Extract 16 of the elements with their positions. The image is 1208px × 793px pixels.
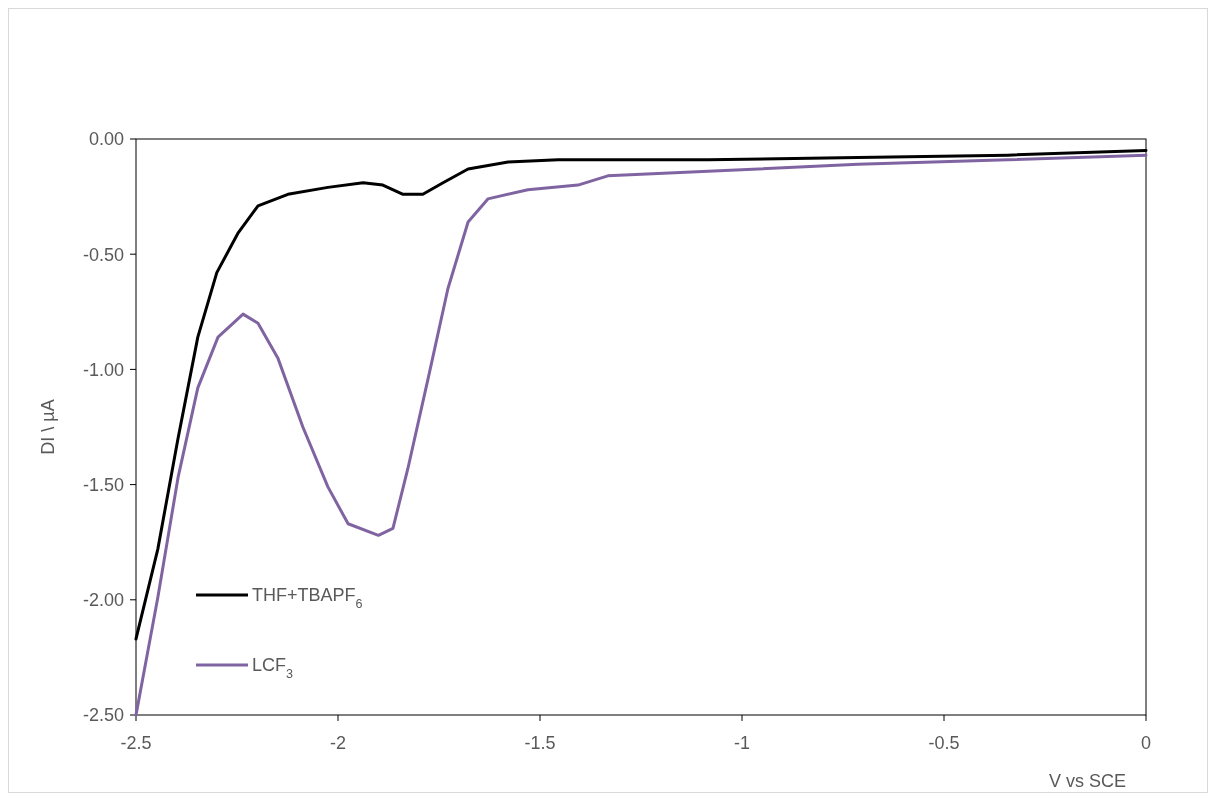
y-axis-title: DI \ µA <box>38 399 58 455</box>
x-tick-label: -1 <box>733 733 751 753</box>
x-tick-label: 0 <box>1140 733 1152 753</box>
y-tick-label: -1.50 <box>82 474 124 495</box>
y-tick-label: -2.50 <box>82 705 124 726</box>
y-tick-label: 0.00 <box>88 129 124 150</box>
x-tick-label: -1.5 <box>524 733 556 753</box>
y-tick-label: -0.50 <box>82 244 124 265</box>
y-tick-label: -2.00 <box>82 590 124 611</box>
x-tick-label: -2.5 <box>120 733 152 753</box>
x-axis-title: V vs SCE <box>1048 771 1126 791</box>
y-tick-label: -1.00 <box>82 359 124 380</box>
x-tick-label: -0.5 <box>928 733 960 753</box>
legend-label: LCF$_{3}$ <box>252 655 294 682</box>
legend-label: THF+TBAPF$_{6}$ <box>252 585 363 612</box>
x-tick-label: -2 <box>329 733 347 753</box>
